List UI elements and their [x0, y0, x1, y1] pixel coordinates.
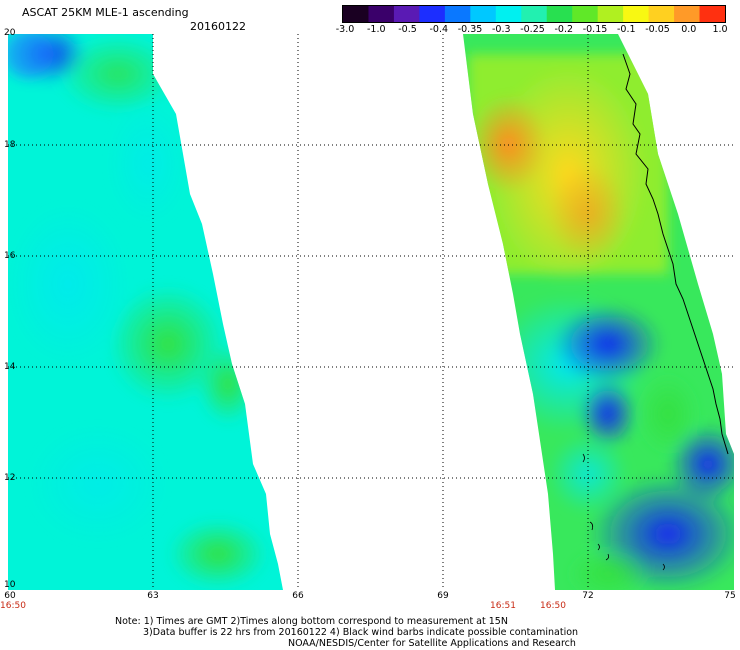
lon-label-66: 66	[292, 591, 304, 601]
lat-label-14: 14	[4, 362, 16, 372]
grid-lines	[8, 34, 734, 590]
lon-label-75: 75	[724, 591, 736, 601]
lon-label-72: 72	[582, 591, 594, 601]
lat-label-16: 16	[4, 251, 16, 261]
lat-label-20: 20	[4, 28, 16, 38]
lon-label-69: 69	[437, 591, 449, 601]
colorbar-label: -0.2	[554, 24, 574, 35]
colorbar-label: -0.5	[398, 24, 417, 35]
note-line-1: Note: 1) Times are GMT 2)Times along bot…	[115, 616, 508, 627]
colorbar-cell	[597, 6, 624, 22]
wind-map	[8, 34, 734, 590]
colorbar-cell	[674, 6, 701, 22]
colorbar-label: -0.05	[645, 24, 670, 35]
colorbar-cell	[699, 6, 725, 22]
colorbar-cell	[419, 6, 446, 22]
colorbar-cell	[623, 6, 650, 22]
lat-label-18: 18	[4, 140, 16, 150]
island-outlines	[582, 453, 665, 571]
colorbar-cell	[572, 6, 599, 22]
west-swath	[8, 34, 283, 590]
east-swath	[463, 34, 734, 590]
colorbar-cell	[648, 6, 675, 22]
colorbar	[342, 5, 726, 23]
colorbar-cell	[393, 6, 420, 22]
colorbar-cell	[368, 6, 395, 22]
colorbar-label: -0.15	[582, 24, 608, 35]
colorbar-cell	[495, 6, 522, 22]
colorbar-label: -1.0	[366, 24, 386, 35]
lat-label-12: 12	[4, 473, 16, 483]
time-label-east-1: 16:51	[490, 601, 516, 611]
colorbar-cell	[521, 6, 548, 22]
colorbar-label: -0.35	[457, 24, 483, 35]
map-date: 20160122	[190, 20, 246, 33]
coastline	[622, 53, 729, 455]
lon-label-63: 63	[147, 591, 159, 601]
colorbar-label: 1.0	[712, 24, 728, 35]
colorbar-label: 0.0	[681, 24, 697, 35]
map-title: ASCAT 25KM MLE-1 ascending	[22, 6, 189, 19]
lat-label-10: 10	[4, 580, 16, 590]
colorbar-cell	[343, 6, 369, 22]
colorbar-cell	[470, 6, 497, 22]
note-line-2: 3)Data buffer is 22 hrs from 20160122 4)…	[143, 627, 579, 638]
colorbar-label: -0.1	[616, 24, 636, 35]
colorbar-label: -0.4	[429, 24, 449, 35]
colorbar-cell	[546, 6, 573, 22]
colorbar-cell	[444, 6, 471, 22]
colorbar-label: -0.25	[520, 24, 545, 35]
time-label-east-2: 16:50	[540, 601, 566, 611]
colorbar-label: -0.3	[491, 24, 511, 35]
note-line-3: NOAA/NESDIS/Center for Satellite Applica…	[288, 638, 576, 649]
colorbar-label: -3.0	[335, 24, 355, 35]
lon-label-60: 60	[4, 591, 16, 601]
time-label-west: 16:50	[0, 601, 26, 611]
